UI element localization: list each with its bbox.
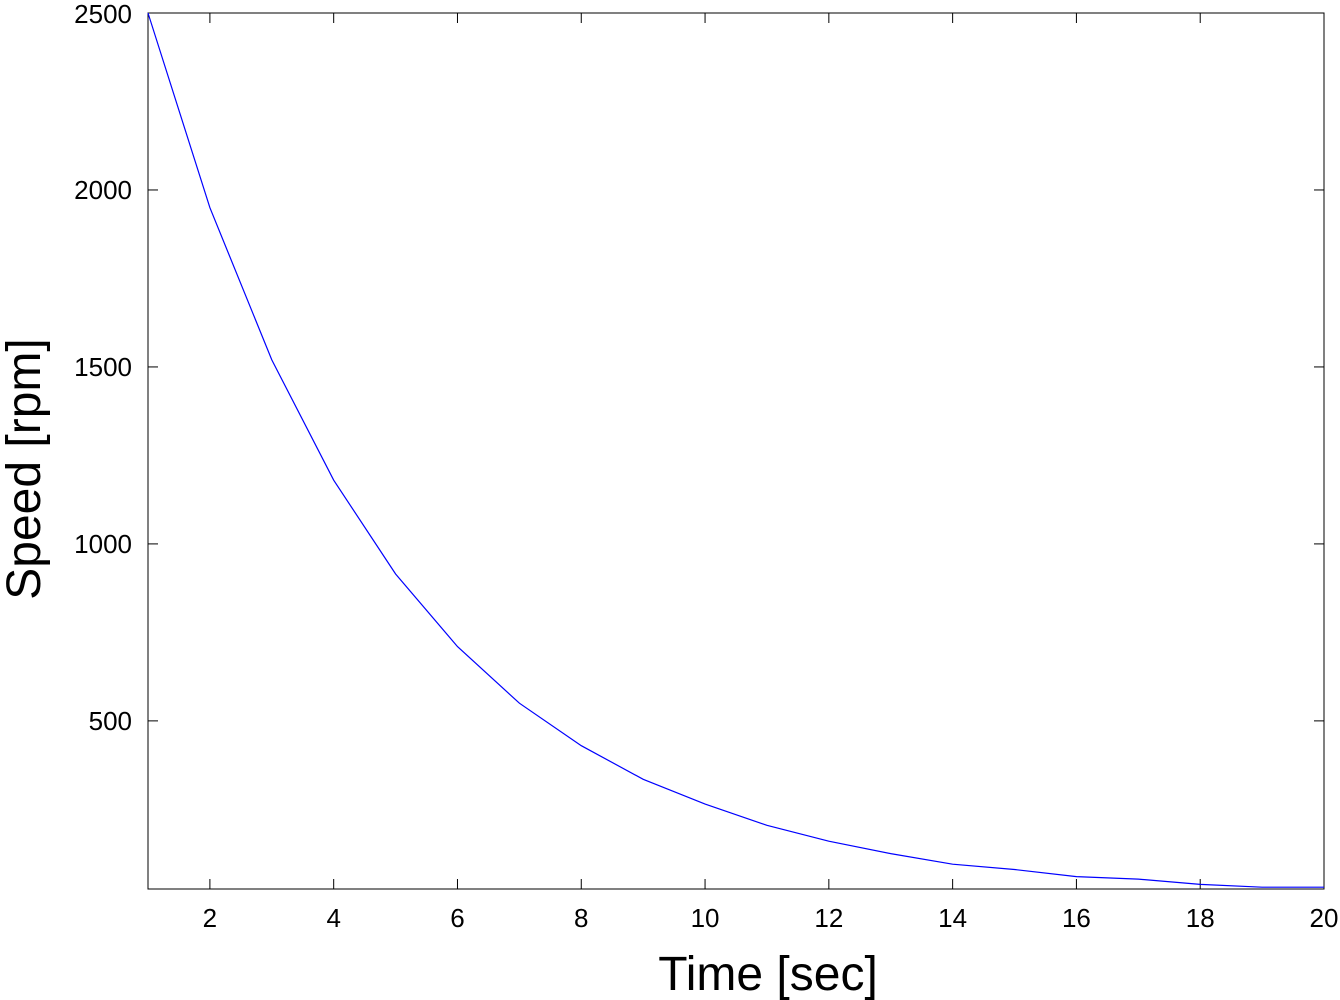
x-tick-label: 2: [203, 903, 217, 933]
x-tick-label: 14: [938, 903, 967, 933]
series-line-speed: [147, 12, 1324, 888]
y-axis-title: Speed [rpm]: [0, 338, 51, 599]
x-tick-label: 16: [1062, 903, 1091, 933]
axis-ticks: [148, 12, 1325, 889]
y-tick-label: 1000: [74, 529, 132, 559]
x-tick-label: 10: [691, 903, 720, 933]
tick-labels: 2 4 6 8 10 12 14 16 18 20 500 1000 1500 2000 2500: [74, 0, 1338, 933]
x-tick-label: 12: [814, 903, 843, 933]
x-tick-label: 18: [1186, 903, 1215, 933]
x-axis-title: Time [sec]: [658, 948, 878, 1000]
x-tick-label: 8: [574, 903, 588, 933]
x-tick-label: 6: [450, 903, 464, 933]
y-tick-label: 2500: [74, 0, 132, 29]
x-tick-label: 20: [1310, 903, 1339, 933]
y-tick-label: 1500: [74, 352, 132, 382]
plot-area: [147, 12, 1325, 890]
y-tick-label: 500: [89, 706, 132, 736]
x-tick-label: 4: [326, 903, 340, 933]
y-tick-label: 2000: [74, 175, 132, 205]
